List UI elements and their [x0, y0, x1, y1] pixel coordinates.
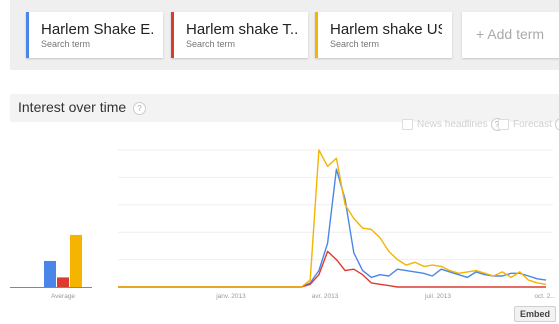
series-line — [118, 149, 547, 288]
interest-over-time-header: Interest over time ? — [10, 94, 559, 122]
search-term-type: Search term — [41, 39, 91, 49]
search-term-card-2[interactable]: Harlem shake T... Search term — [171, 12, 308, 58]
x-tick-label: janv. 2013 — [215, 293, 246, 300]
average-bar — [57, 277, 69, 287]
series-line — [118, 250, 546, 288]
average-bar — [70, 234, 82, 287]
search-term-card-3[interactable]: Harlem shake US Search term — [315, 12, 452, 58]
search-term-name[interactable]: Harlem shake T... — [186, 21, 298, 38]
forecast-checkbox[interactable] — [498, 119, 509, 130]
x-tick-label: avr. 2013 — [312, 293, 339, 300]
search-term-name[interactable]: Harlem shake US — [330, 21, 442, 38]
x-tick-label: Average — [51, 293, 75, 300]
chart-gridlines — [10, 149, 553, 288]
help-icon[interactable]: ? — [133, 102, 146, 115]
search-term-name[interactable]: Harlem Shake E... — [41, 21, 153, 38]
news-headlines-label: News headlines — [417, 119, 488, 130]
section-title: Interest over time — [18, 99, 127, 115]
interest-lines — [118, 149, 547, 288]
embed-button[interactable]: Embed — [514, 306, 556, 322]
x-tick-label: juil. 2013 — [424, 293, 451, 300]
x-tick-label: oct. 2... — [534, 293, 556, 300]
forecast-toggle[interactable]: Forecast? — [498, 118, 559, 131]
search-terms-bar: Harlem Shake E... Search term Harlem sha… — [10, 0, 559, 70]
forecast-label: Forecast — [513, 119, 552, 130]
average-bar — [44, 260, 56, 287]
average-bars — [44, 234, 82, 287]
search-term-card-1[interactable]: Harlem Shake E... Search term — [26, 12, 163, 58]
search-term-type: Search term — [330, 39, 380, 49]
x-axis-ticks: Average janv. 2013 avr. 2013 juil. 2013 oct.… — [51, 293, 556, 300]
series-line — [118, 168, 547, 288]
add-term-button[interactable]: + Add term — [462, 12, 559, 58]
search-term-type: Search term — [186, 39, 236, 49]
news-headlines-checkbox[interactable] — [402, 119, 413, 130]
